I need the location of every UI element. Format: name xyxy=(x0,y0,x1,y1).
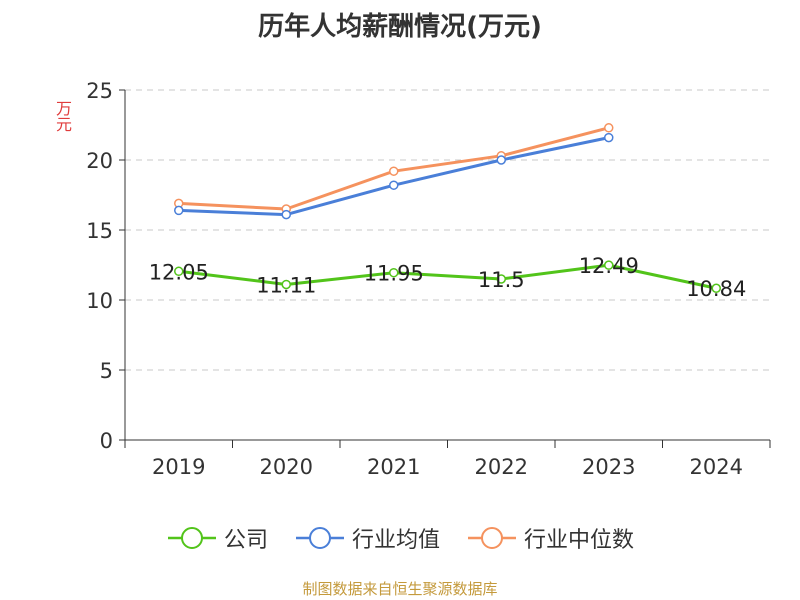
legend-label: 公司 xyxy=(223,528,268,553)
data-label: 11.5 xyxy=(478,268,525,292)
y-tick-label: 0 xyxy=(100,429,113,453)
legend-item[interactable]: 行业中位数 xyxy=(466,522,634,554)
data-point xyxy=(496,274,506,284)
x-tick-label: 2019 xyxy=(152,455,205,479)
data-point xyxy=(281,209,291,220)
data-point xyxy=(496,155,506,165)
source-note: 制图数据来自恒生聚源数据库 xyxy=(302,580,498,598)
data-point xyxy=(389,180,399,190)
data-point xyxy=(281,279,291,290)
data-label: 12.49 xyxy=(579,254,639,278)
data-point xyxy=(174,266,184,277)
x-tick-label: 2023 xyxy=(582,455,635,479)
data-point xyxy=(389,166,399,176)
data-point xyxy=(604,260,614,270)
y-tick-label: 15 xyxy=(86,219,113,243)
y-tick-label: 20 xyxy=(86,149,113,173)
data-point xyxy=(604,123,614,133)
data-point xyxy=(389,267,399,278)
data-point xyxy=(604,132,614,143)
series-line-1 xyxy=(178,263,717,290)
line-chart: 0 5 10 15 20 25 2019 2020 2021 2022 2023 2024 12.05 1… xyxy=(86,79,771,479)
legend: 公司 行业均值 行业中位数 xyxy=(0,520,800,556)
x-tick-label: 2022 xyxy=(475,455,528,479)
data-point xyxy=(711,283,721,293)
legend-label: 行业均值 xyxy=(351,528,440,553)
data-label: 12.05 xyxy=(149,260,209,284)
y-tick-label: 25 xyxy=(86,79,113,103)
data-point xyxy=(174,205,184,216)
data-label: 11.95 xyxy=(364,262,424,286)
legend-item[interactable]: 公司 xyxy=(166,522,268,554)
x-tick-label: 2024 xyxy=(690,455,743,479)
chart-title: 历年人均薪酬情况(万元) xyxy=(258,12,542,42)
x-tick-label: 2020 xyxy=(260,455,313,479)
legend-marker-icon xyxy=(167,527,216,549)
y-axis-unit-label: 万元 xyxy=(53,100,72,132)
x-tick-label: 2021 xyxy=(367,455,420,479)
legend-marker-icon xyxy=(295,527,344,549)
data-label: 11.11 xyxy=(256,273,316,297)
data-label: 10.84 xyxy=(686,277,746,301)
legend-item[interactable]: 行业均值 xyxy=(294,522,440,554)
y-tick-label: 10 xyxy=(86,289,113,313)
legend-marker-icon xyxy=(468,527,516,549)
legend-label: 行业中位数 xyxy=(524,528,635,553)
series-line-2 xyxy=(178,136,610,217)
y-tick-label: 5 xyxy=(100,359,113,383)
